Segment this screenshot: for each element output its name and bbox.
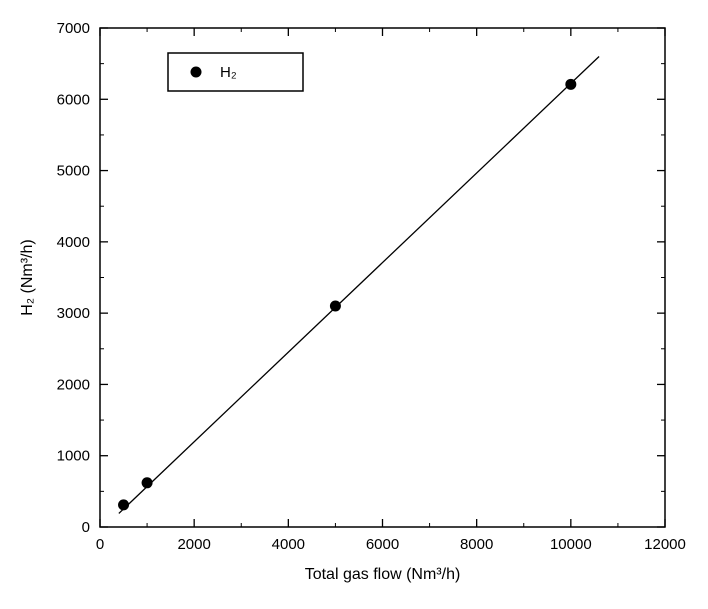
y-tick-label: 6000 bbox=[57, 91, 90, 108]
data-point bbox=[565, 79, 576, 90]
y-tick-label: 3000 bbox=[57, 305, 90, 322]
fit-line bbox=[119, 57, 599, 514]
y-tick-label: 5000 bbox=[57, 163, 90, 180]
chart-container: 020004000600080001000012000Total gas flo… bbox=[0, 0, 708, 609]
x-tick-label: 6000 bbox=[366, 536, 399, 553]
plot-area bbox=[100, 28, 665, 527]
legend-marker-icon bbox=[191, 67, 202, 78]
legend-label: H₂ bbox=[220, 64, 237, 81]
x-tick-label: 0 bbox=[96, 536, 104, 553]
data-point bbox=[118, 499, 129, 510]
y-tick-label: 0 bbox=[82, 519, 90, 536]
y-axis-title: H₂ (Nm³/h) bbox=[19, 239, 36, 315]
y-tick-label: 4000 bbox=[57, 234, 90, 251]
y-tick-label: 2000 bbox=[57, 376, 90, 393]
data-point bbox=[142, 477, 153, 488]
x-tick-label: 2000 bbox=[177, 536, 210, 553]
x-axis-title: Total gas flow (Nm³/h) bbox=[305, 566, 461, 583]
x-tick-label: 4000 bbox=[272, 536, 305, 553]
y-tick-label: 7000 bbox=[57, 20, 90, 37]
x-tick-label: 10000 bbox=[550, 536, 592, 553]
data-point bbox=[330, 301, 341, 312]
x-tick-label: 8000 bbox=[460, 536, 493, 553]
scatter-chart: 020004000600080001000012000Total gas flo… bbox=[0, 0, 708, 609]
x-tick-label: 12000 bbox=[644, 536, 686, 553]
y-tick-label: 1000 bbox=[57, 448, 90, 465]
